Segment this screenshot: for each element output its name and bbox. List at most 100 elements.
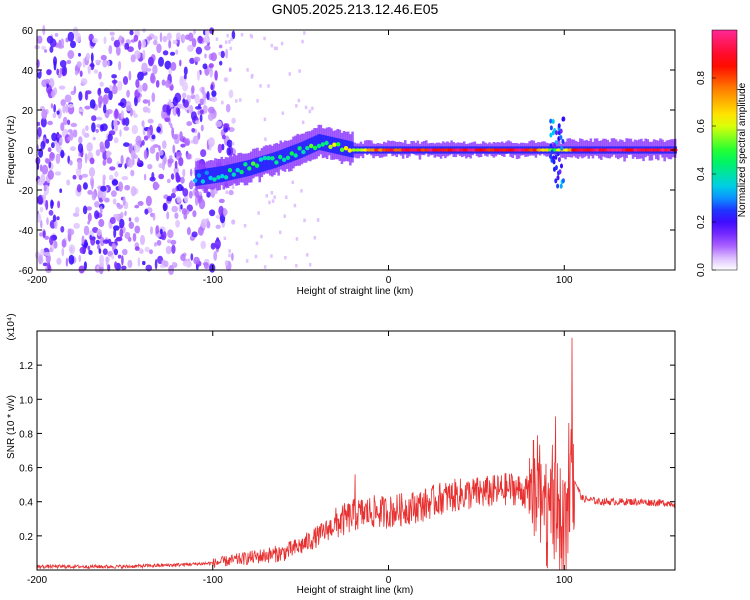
noise-blob [165,79,171,88]
noise-blob [192,135,199,145]
noise-blob [254,254,258,259]
noise-blob [179,131,183,142]
ridge-core [324,140,329,146]
ridge-burst [552,159,556,165]
spectrogram-ytick-label: -20 [19,186,34,197]
noise-blob [42,262,48,267]
noise-blob [80,78,88,86]
ridge-band [297,143,300,160]
noise-blob [39,232,43,237]
noise-blob [110,254,115,260]
noise-blob [110,36,115,42]
noise-blob [91,179,94,190]
noise-blob [114,108,119,119]
noise-blob [153,35,158,42]
noise-blob [88,250,93,255]
noise-blob [124,231,131,240]
noise-blob [106,157,113,164]
noise-blob [78,91,83,101]
noise-blob [125,100,132,112]
noise-blob [196,70,201,81]
noise-blob [105,256,109,267]
noise-blob [171,205,178,213]
ridge-band [263,155,266,172]
noise-blob [159,32,163,43]
noise-blob [56,257,62,265]
noise-blob [168,40,172,49]
spectrogram-xtick-label: -200 [27,275,47,286]
ridge-band [258,156,261,173]
noise-blob [209,209,216,217]
snr-series-line [36,337,676,571]
noise-blob [120,154,124,166]
spectrogram-ylabel: Frequency (Hz) [6,116,17,185]
ridge-burst [549,125,553,131]
noise-blob [156,126,161,133]
noise-blob [76,184,82,193]
noise-blob [218,51,221,56]
noise-blob [175,49,179,55]
noise-blob [96,116,103,121]
ridge-burst [554,178,558,184]
ridge-burst [549,118,553,124]
noise-blob [270,254,273,258]
ridge-layer [193,116,678,194]
ridge-band [302,141,305,158]
noise-blob [41,109,48,120]
noise-blob [185,34,190,40]
ridge-band [267,154,270,171]
noise-blob [111,74,117,79]
noise-blob [106,151,112,156]
noise-blob [204,28,210,37]
noise-blob [108,45,113,55]
noise-blob [109,31,115,36]
noise-blob [104,87,110,94]
noise-blob [200,124,204,132]
noise-blob [211,90,217,98]
noise-blob [187,44,194,52]
noise-blob [72,129,78,138]
noise-blob [128,221,134,229]
noise-blob [193,56,201,62]
noise-blob [154,258,158,270]
noise-blob [301,120,305,125]
noise-blob [96,229,102,236]
noise-blob [88,167,96,178]
noise-blob [223,207,227,217]
noise-blob [281,111,285,115]
noise-blob [155,225,159,235]
noise-blob [47,120,53,126]
noise-blob [132,232,137,242]
noise-blob [214,238,221,250]
noise-blob [57,44,65,49]
ridge-core [258,157,264,162]
noise-blob [44,235,50,240]
noise-blob [273,46,277,50]
noise-blob [99,145,106,153]
noise-blob [186,121,193,127]
noise-blob [38,254,44,265]
noise-blob [130,169,135,177]
noise-blob [50,199,54,209]
noise-blob [73,222,80,229]
noise-blob [129,107,133,117]
ridge-core [220,174,225,179]
ridge-band [225,165,228,182]
noise-blob [107,133,113,142]
noise-blob [82,182,88,190]
snr-panel: -200 -100 0 100 0.2 0.4 0.6 0.8 1.0 1.2 Height of… [6,313,676,596]
noise-blob [285,195,288,199]
noise-blob [47,147,52,153]
noise-blob [48,209,54,216]
noise-blob [54,32,59,37]
noise-blob [182,188,189,197]
noise-blob [128,217,132,222]
noise-blob [180,143,186,148]
ridge-band [230,164,233,180]
noise-blob [50,103,54,109]
ridge-core [254,163,260,168]
noise-blob [67,31,75,42]
ridge-band [341,139,344,156]
snr-ytick-label: 0.2 [19,532,33,543]
noise-blob [103,104,107,114]
